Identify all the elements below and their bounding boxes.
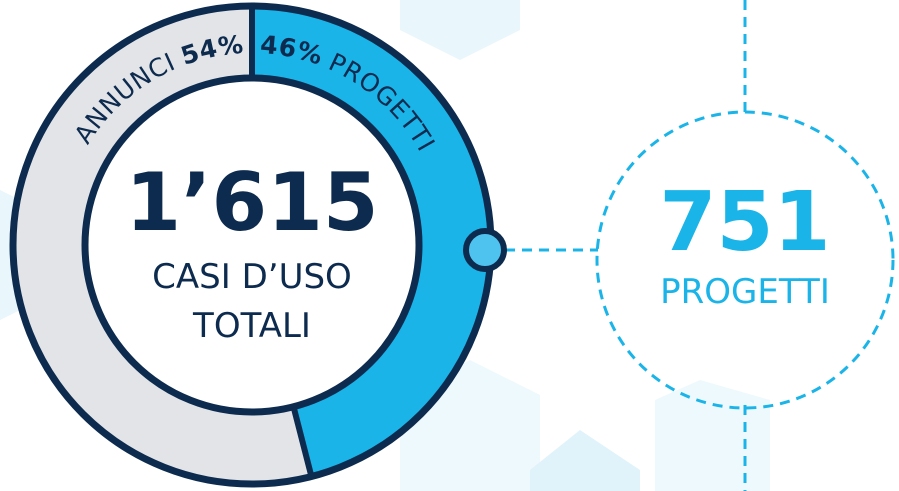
page: ANNUNCI54%46%PROGETTI 751 PROGETTI 1’615…	[0, 0, 899, 491]
cube	[655, 380, 770, 491]
infographic: ANNUNCI54%46%PROGETTI 751 PROGETTI 1’615…	[0, 0, 899, 491]
total-value: 1’615	[125, 156, 378, 249]
cube	[530, 430, 640, 491]
center-text: TOTALI	[192, 306, 311, 346]
center-text: CASI D’USO	[152, 257, 352, 297]
callout-label: PROGETTI	[660, 272, 830, 312]
cube	[400, 0, 520, 60]
callout-value: 751	[659, 175, 830, 270]
node-marker	[466, 231, 504, 269]
